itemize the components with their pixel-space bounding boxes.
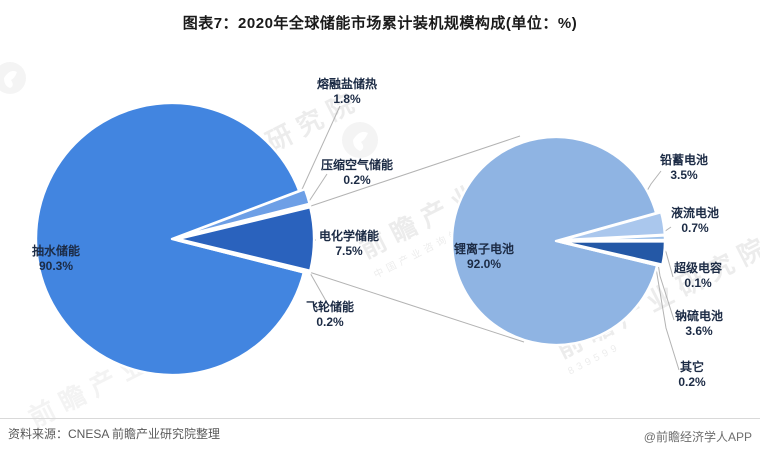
slice-label-flywheel: 飞轮储能 0.2% [306,300,354,330]
slice-name: 电化学储能 [318,229,380,243]
slice-label-other: 其它 0.2% [678,360,705,390]
footer-divider [0,418,760,419]
slice-value: 90.3% [38,259,74,273]
slice-label-lithium-ion: 锂离子电池 92.0% [454,242,514,272]
slice-name: 超级电容 [673,261,723,275]
slice-label-flow-battery: 液流电池 0.7% [671,206,719,236]
slice-value: 7.5% [335,244,363,258]
pie-primary [34,101,316,377]
slice-value: 0.2% [316,315,344,329]
slice-label-molten-salt: 熔融盐储热 1.8% [317,77,377,107]
slice-label-sodium-sulfur: 钠硫电池 3.6% [675,309,723,339]
slice-value: 0.2% [678,375,706,389]
slice-label-electrochemical: 电化学储能 7.5% [319,229,379,259]
slice-label-pumped-hydro: 抽水储能 90.3% [32,244,80,274]
slice-value: 0.2% [343,173,371,187]
slice-name: 锂离子电池 [453,242,515,256]
slice-value: 3.6% [685,324,713,338]
slice-name: 钠硫电池 [674,309,724,323]
slice-name: 飞轮储能 [305,300,355,314]
chart-title: 图表7：2020年全球储能市场累计装机规模构成(单位：%) [182,15,578,32]
slice-name: 其它 [679,360,705,374]
slice-value: 1.8% [333,92,361,106]
slice-value: 0.7% [681,221,709,235]
pie-slice-5 [559,240,664,268]
credit-note: @前瞻经济学人APP [643,430,752,444]
series-connector-lines [304,135,525,343]
pie-slice-2 [176,202,312,239]
slice-label-lead-acid: 铅蓄电池 3.5% [660,153,708,183]
slice-name: 抽水储能 [31,244,81,258]
slice-name: 熔融盐储热 [316,77,378,91]
pie-slice-0 [34,101,306,377]
slice-name: 压缩空气储能 [320,158,394,172]
slice-value: 92.0% [466,257,502,271]
pie-slice-3 [176,206,316,272]
source-note: 资料来源：CNESA 前瞻产业研究院整理 [8,427,221,441]
pie-secondary [450,135,667,347]
slice-name: 液流电池 [670,206,720,220]
slice-value: 0.1% [684,276,712,290]
slice-value: 3.5% [670,168,698,182]
pie-slice-4 [176,239,312,276]
pie-slice-0 [450,135,659,347]
slice-name: 铅蓄电池 [659,153,709,167]
slice-label-supercapacitor: 超级电容 0.1% [674,261,722,291]
slice-label-compressed-air: 压缩空气储能 0.2% [321,158,393,188]
